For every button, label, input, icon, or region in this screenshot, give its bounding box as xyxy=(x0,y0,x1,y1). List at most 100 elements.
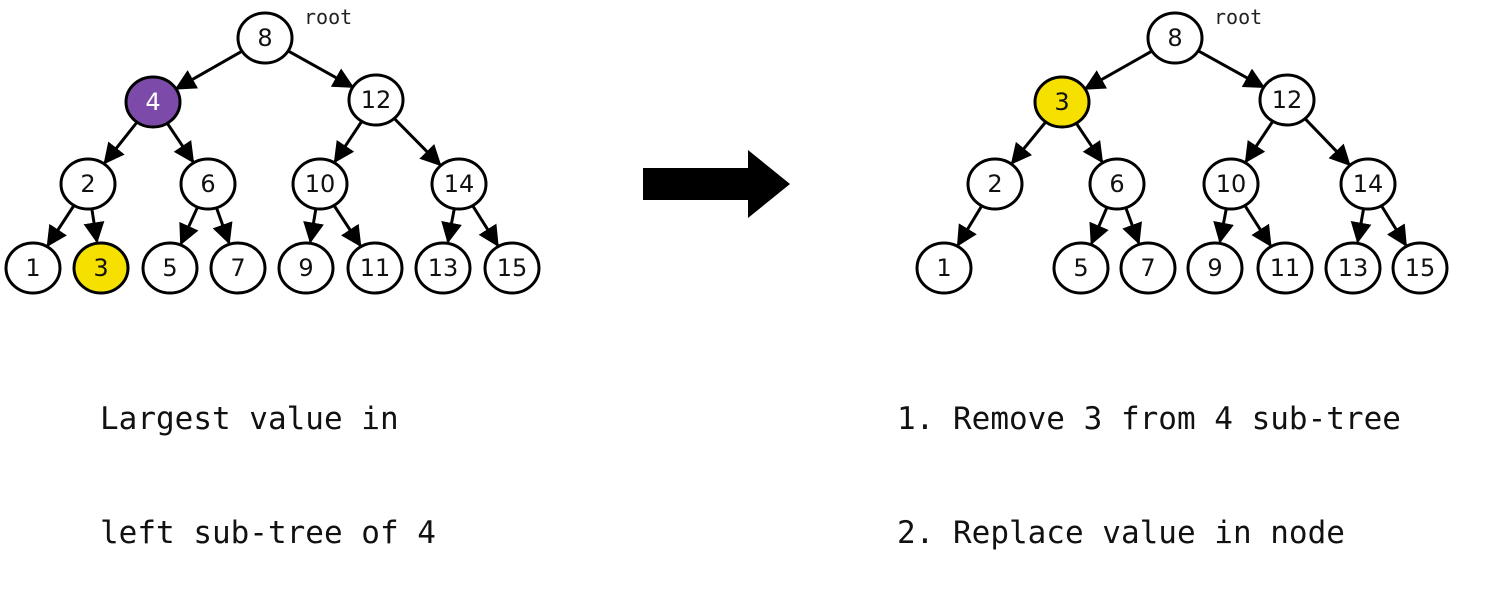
node-label: 1 xyxy=(936,254,951,282)
right-caption: 1. Remove 3 from 4 sub-tree 2. Replace v… xyxy=(897,324,1401,590)
edge-n6-n7 xyxy=(212,207,233,245)
right-caption-line-2: 2. Replace value in node xyxy=(897,515,1345,551)
tree-node-13: 13 xyxy=(414,241,472,295)
node-label: 10 xyxy=(1216,170,1247,198)
node-label: 8 xyxy=(257,24,272,52)
edge-n12-n10 xyxy=(1244,120,1274,164)
edge-n8-n3 xyxy=(1083,49,1154,90)
tree-node-9: 9 xyxy=(1186,241,1244,295)
node-circle xyxy=(4,241,62,295)
tree-node-5: 5 xyxy=(1052,241,1110,295)
node-circle xyxy=(1033,75,1091,129)
node-circle xyxy=(1202,157,1260,211)
node-label: 6 xyxy=(1109,170,1124,198)
tree-node-12: 12 xyxy=(1258,73,1316,127)
edge-n14-n15 xyxy=(471,205,499,247)
node-circle xyxy=(1339,157,1397,211)
edge-n2-n1 xyxy=(46,204,76,248)
edge-n6-n5 xyxy=(179,207,199,246)
node-label: 15 xyxy=(497,254,528,282)
tree-node-13: 13 xyxy=(1324,241,1382,295)
node-circle xyxy=(346,241,404,295)
tree-node-7: 7 xyxy=(1119,241,1177,295)
node-circle xyxy=(1256,241,1314,295)
node-label: 12 xyxy=(361,86,392,114)
node-circle xyxy=(1119,241,1177,295)
node-label: 6 xyxy=(200,170,215,198)
node-label: 8 xyxy=(1167,24,1182,52)
node-circle xyxy=(1146,11,1204,65)
node-label: 14 xyxy=(1353,170,1384,198)
tree-node-8: 8 xyxy=(1146,11,1204,65)
edge-n8-n12 xyxy=(286,49,355,89)
node-circle xyxy=(915,241,973,295)
node-label: 5 xyxy=(162,254,177,282)
edge-n4-n6 xyxy=(166,122,195,164)
tree-node-12: 12 xyxy=(347,73,405,127)
node-label: 5 xyxy=(1073,254,1088,282)
tree-node-2: 2 xyxy=(59,157,117,211)
bst-deletion-diagram: 84 122 6 10 141 3 5 7 9 11 13 15 root 83 122 6 10 141 5 7… xyxy=(4,5,1449,295)
tree-node-3: 3 xyxy=(1033,75,1091,129)
edge-n6-n7 xyxy=(1122,207,1142,245)
tree-node-4: 4 xyxy=(124,75,182,129)
node-label: 10 xyxy=(305,170,336,198)
node-circle xyxy=(966,157,1024,211)
left-caption-line-2: left sub-tree of 4 xyxy=(100,515,436,551)
tree-node-2: 2 xyxy=(966,157,1024,211)
node-label: 3 xyxy=(93,254,108,282)
edge-n12-n10 xyxy=(333,120,363,164)
edge-n10-n11 xyxy=(1243,205,1272,248)
node-label: 3 xyxy=(1054,88,1069,116)
tree-node-1: 1 xyxy=(4,241,62,295)
edge-n12-n14 xyxy=(1303,117,1351,167)
edge-n6-n5 xyxy=(1089,207,1109,246)
node-label: 12 xyxy=(1272,86,1303,114)
left-caption: Largest value in left sub-tree of 4 xyxy=(100,324,436,590)
right-tree: 83 122 6 10 141 5 7 9 11 13 15 xyxy=(915,11,1449,295)
node-label: 1 xyxy=(25,254,40,282)
node-circle xyxy=(141,241,199,295)
node-circle xyxy=(59,157,117,211)
edge-n14-n13 xyxy=(441,209,462,244)
node-circle xyxy=(1186,241,1244,295)
edge-n8-n4 xyxy=(174,49,244,90)
node-circle xyxy=(1052,241,1110,295)
node-label: 11 xyxy=(1270,254,1301,282)
right-arrow-icon xyxy=(643,150,790,218)
node-circle xyxy=(277,241,335,295)
node-circle xyxy=(414,241,472,295)
tree-node-15: 15 xyxy=(483,241,541,295)
node-circle xyxy=(430,157,488,211)
node-circle xyxy=(236,11,294,65)
edge-n3-n6 xyxy=(1075,122,1104,164)
edge-n14-n13 xyxy=(1350,209,1372,244)
tree-node-10: 10 xyxy=(1202,157,1260,211)
node-circle xyxy=(1391,241,1449,295)
node-circle xyxy=(1258,73,1316,127)
tree-node-14: 14 xyxy=(430,157,488,211)
node-circle xyxy=(1088,157,1146,211)
node-label: 14 xyxy=(444,170,475,198)
edge-n4-n2 xyxy=(103,121,139,165)
edge-n8-n12 xyxy=(1197,49,1266,89)
edge-n10-n11 xyxy=(332,204,362,248)
node-circle xyxy=(347,73,405,127)
node-label: 9 xyxy=(298,254,313,282)
tree-node-10: 10 xyxy=(291,157,349,211)
tree-node-6: 6 xyxy=(179,157,237,211)
edge-n10-n9 xyxy=(1213,209,1234,244)
tree-node-3: 3 xyxy=(72,241,130,295)
node-circle xyxy=(291,157,349,211)
tree-node-1: 1 xyxy=(915,241,973,295)
tree-node-11: 11 xyxy=(1256,241,1314,295)
node-label: 13 xyxy=(428,254,459,282)
tree-node-5: 5 xyxy=(141,241,199,295)
node-circle xyxy=(72,241,130,295)
edge-n2-n1 xyxy=(956,205,983,247)
tree-node-9: 9 xyxy=(277,241,335,295)
edge-n3-n2 xyxy=(1010,121,1047,165)
node-label: 2 xyxy=(987,170,1002,198)
edge-n10-n9 xyxy=(303,209,324,244)
edge-n2-n3 xyxy=(83,209,105,244)
